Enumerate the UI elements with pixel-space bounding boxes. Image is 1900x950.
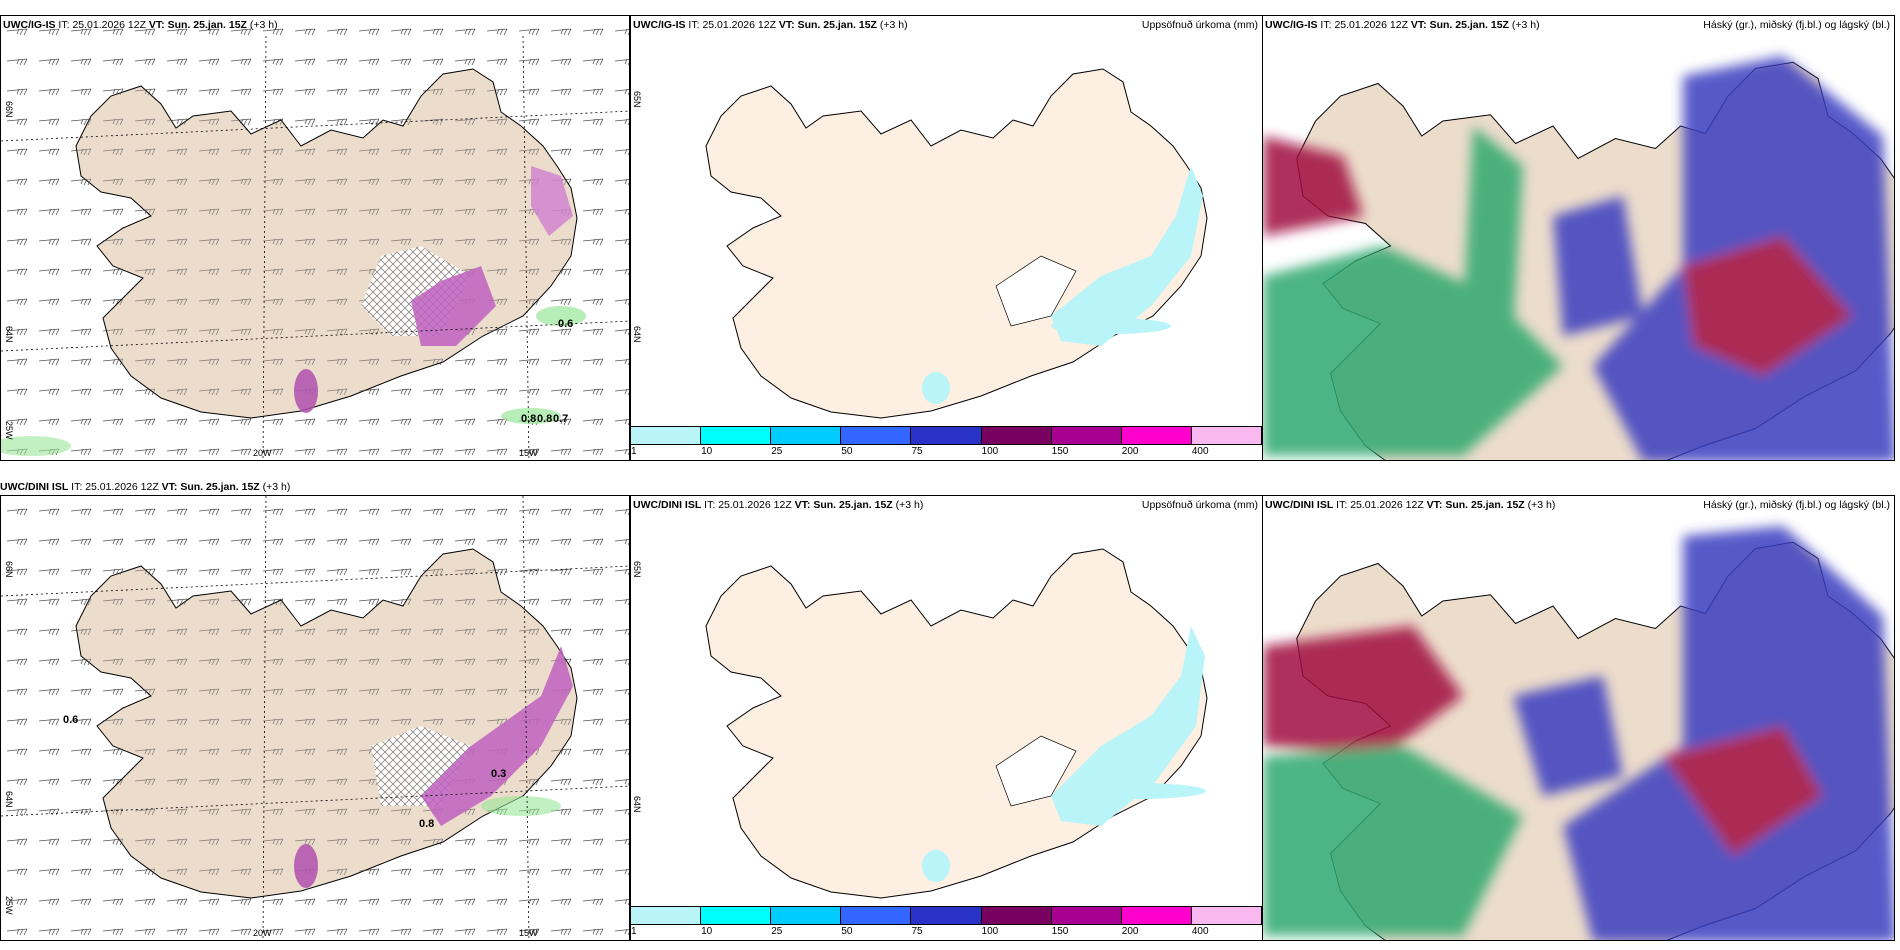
legend-swatch	[1051, 907, 1122, 924]
wind-map[interactable]	[1, 496, 630, 941]
legend-label: 50	[841, 926, 853, 937]
snow-area	[411, 266, 496, 346]
value-label: 0.8	[537, 413, 553, 425]
wind-map[interactable]	[1, 16, 630, 461]
legend-label: 25	[771, 926, 783, 937]
field-title: Uppsöfnuð úrkoma (mm)	[1141, 19, 1258, 31]
panel-title: UWC/DINI ISL IT: 25.01.2026 12Z VT: Sun.…	[1265, 499, 1556, 511]
value-label: 0.3	[491, 768, 507, 780]
legend-swatch	[911, 427, 982, 444]
legend-swatch	[1121, 907, 1192, 924]
value-label: 0.7	[553, 413, 569, 425]
precip-color-legend: 1 10 25 50 75 100 150 200 400	[631, 906, 1262, 940]
panel-title: UWC/IG-IS IT: 25.01.2026 12Z VT: Sun. 25…	[1265, 19, 1540, 31]
precip-map[interactable]	[631, 496, 1263, 941]
panel-title: UWC/IG-IS IT: 25.01.2026 12Z VT: Sun. 25…	[633, 19, 908, 31]
legend-swatch	[701, 907, 772, 924]
legend-swatch	[1191, 907, 1262, 924]
cloud-map-panel-top: UWC/IG-IS IT: 25.01.2026 12Z VT: Sun. 25…	[1262, 15, 1895, 461]
lon-label: 25W	[4, 896, 14, 915]
lon-label: 20W	[253, 448, 272, 458]
legend-swatch	[841, 907, 912, 924]
field-title: Háský (gr.), miðský (fj.bl.) og lágský (…	[1703, 19, 1890, 31]
legend-label: 10	[701, 446, 713, 457]
legend-label: 400	[1191, 926, 1209, 937]
legend-swatch	[631, 907, 702, 924]
legend-swatch	[1051, 427, 1122, 444]
legend-swatch	[771, 907, 842, 924]
lat-label: 66N	[4, 101, 14, 118]
precip-map-panel-bottom: UWC/DINI ISL IT: 25.01.2026 12Z VT: Sun.…	[630, 495, 1263, 941]
snow-area	[421, 646, 573, 826]
legend-label: 1	[631, 446, 637, 457]
legend-label: 100	[981, 446, 999, 457]
precip-map-panel-top: UWC/IG-IS IT: 25.01.2026 12Z VT: Sun. 25…	[630, 15, 1263, 461]
field-title: Háský (gr.), miðský (fj.bl.) og lágský (…	[1703, 499, 1890, 511]
legend-swatch	[1191, 427, 1262, 444]
lat-label: 65N	[632, 91, 642, 108]
precip-color-legend: 1 10 25 50 75 100 150 200 400	[631, 426, 1262, 460]
legend-label: 150	[1051, 446, 1069, 457]
legend-label: 400	[1191, 446, 1209, 457]
legend-label: 150	[1051, 926, 1069, 937]
cloud-map-panel-bottom: UWC/DINI ISL IT: 25.01.2026 12Z VT: Sun.…	[1262, 495, 1895, 941]
lat-label: 64N	[4, 326, 14, 343]
cloud-map[interactable]	[1263, 16, 1895, 461]
legend-swatch	[631, 427, 702, 444]
lat-label: 65N	[632, 561, 642, 578]
legend-label: 25	[771, 446, 783, 457]
lat-label: 66N	[4, 561, 14, 578]
legend-label: 200	[1121, 926, 1139, 937]
legend-swatch	[1121, 427, 1192, 444]
legend-swatch	[981, 907, 1052, 924]
legend-label: 100	[981, 926, 999, 937]
lon-label: 20W	[253, 928, 272, 938]
legend-swatch	[701, 427, 772, 444]
legend-swatch	[981, 427, 1052, 444]
legend-label: 75	[911, 446, 923, 457]
lat-label: 64N	[632, 326, 642, 343]
wind-snow-map-panel-bottom: 66N 64N 25W 20W 15W 0.6 0.3 0.8	[0, 495, 630, 941]
lat-label: 64N	[4, 791, 14, 808]
wind-snow-map-panel-top: UWC/IG-IS IT: 25.01.2026 12Z VT: Sun. 25…	[0, 15, 630, 461]
cloud-map[interactable]	[1263, 496, 1895, 941]
legend-label: 50	[841, 446, 853, 457]
precip-map[interactable]	[631, 16, 1263, 461]
legend-label: 75	[911, 926, 923, 937]
value-label: 0.6	[63, 714, 79, 726]
legend-swatch	[771, 427, 842, 444]
value-label: 0.8	[419, 818, 435, 830]
value-label: 0.8	[521, 413, 537, 425]
lat-label: 64N	[632, 796, 642, 813]
legend-label: 10	[701, 926, 713, 937]
lon-label: 25W	[4, 421, 14, 440]
legend-label: 1	[631, 926, 637, 937]
panel-title: UWC/IG-IS IT: 25.01.2026 12Z VT: Sun. 25…	[3, 19, 278, 31]
lon-label: 15W	[519, 448, 538, 458]
panel-title: UWC/DINI ISL IT: 25.01.2026 12Z VT: Sun.…	[633, 499, 924, 511]
value-label: 0.6	[558, 318, 574, 330]
legend-label: 200	[1121, 446, 1139, 457]
legend-swatch	[911, 907, 982, 924]
legend-swatch	[841, 427, 912, 444]
lon-label: 15W	[519, 928, 538, 938]
field-title: Uppsöfnuð úrkoma (mm)	[1141, 499, 1258, 511]
panel-title: UWC/DINI ISL IT: 25.01.2026 12Z VT: Sun.…	[0, 481, 291, 493]
